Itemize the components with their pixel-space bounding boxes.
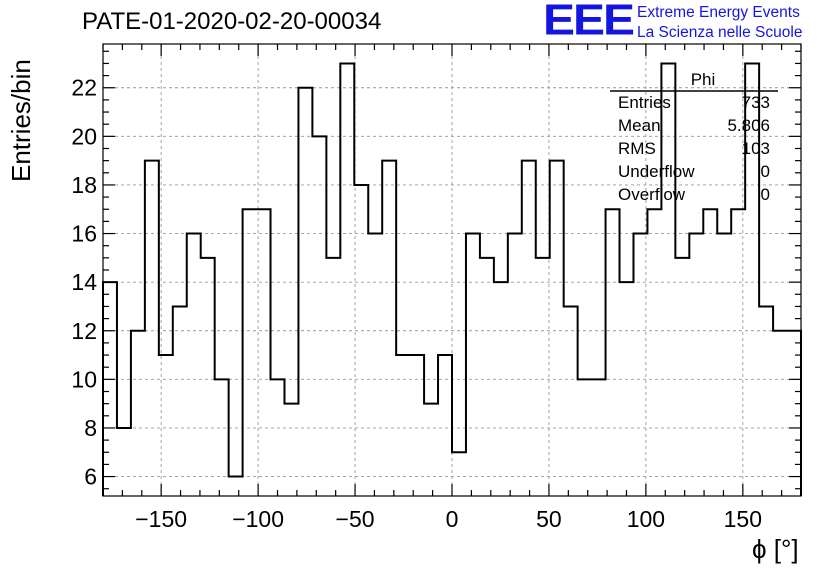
y-tick-label: 10 [71, 366, 97, 392]
stats-label: Overflow [618, 185, 686, 204]
x-axis-label: ϕ [°] [752, 534, 799, 564]
histogram-bar [229, 477, 243, 496]
histogram-bar [759, 306, 773, 496]
histogram-bar [438, 355, 452, 496]
x-tick-label: 50 [536, 506, 562, 532]
histogram-bar [326, 258, 340, 496]
histogram-bar [508, 234, 522, 496]
histogram-bar [271, 379, 285, 496]
histogram-bar [620, 282, 634, 496]
stats-value: 0 [760, 162, 770, 181]
histogram-bar [578, 379, 592, 496]
histogram-bar [550, 161, 564, 496]
histogram-bar [703, 209, 717, 496]
x-tick-label: −50 [336, 506, 375, 532]
y-tick-label: 8 [84, 415, 97, 441]
x-tick-label: 0 [446, 506, 459, 532]
stats-value: 0 [760, 185, 770, 204]
histogram-bar [145, 161, 159, 496]
histogram-outline [102, 62, 802, 496]
histogram-bar [312, 136, 326, 496]
x-tick-label: 100 [627, 506, 665, 532]
histogram-bar [717, 234, 731, 496]
histogram-bar [773, 331, 787, 496]
organization-label: Extreme Energy Events La Scienza nelle S… [637, 3, 802, 43]
histogram-bar [257, 209, 271, 496]
axis-ticks [102, 44, 802, 496]
histogram-bar [536, 258, 550, 496]
y-axis-label: Entries/bin [6, 59, 36, 182]
histogram-bar [606, 209, 620, 496]
histogram-bar [284, 404, 298, 496]
histogram-bar [647, 209, 661, 496]
histogram-bar [215, 379, 229, 496]
stats-value: 103 [741, 139, 770, 158]
histogram-bar [243, 209, 257, 496]
stats-box: Phi Entries 733 Mean 5.806 RMS 103 Under… [612, 70, 776, 208]
stats-label: Entries [618, 93, 671, 112]
histogram-bar [452, 452, 466, 496]
histogram-bar [480, 258, 494, 496]
x-tick-label: 150 [724, 506, 762, 532]
histogram-bar [466, 234, 480, 496]
histogram-bar [131, 331, 145, 496]
histogram-bar [382, 161, 396, 496]
histogram-bar [689, 234, 703, 496]
histogram-bar [494, 282, 508, 496]
histogram-bar [368, 234, 382, 496]
histogram-bar [633, 234, 647, 496]
eee-logo: EEE [543, 0, 635, 45]
histogram-bar [396, 355, 410, 496]
organization-line-2: La Scienza nelle Scuole [637, 24, 803, 41]
x-tick-label: −100 [232, 506, 284, 532]
histogram-bar [410, 355, 424, 496]
y-tick-label: 22 [71, 75, 97, 101]
tick-labels: −150 −100 −50 0 50 100 150 6 8 10 12 14 16 18 20 22 [71, 75, 762, 532]
chart-title: PATE-01-2020-02-20-00034 [82, 8, 382, 35]
histogram-bar [592, 379, 606, 496]
histogram-bar [298, 88, 312, 496]
y-tick-label: 12 [71, 318, 97, 344]
y-tick-label: 14 [71, 269, 97, 295]
stats-label: RMS [618, 139, 656, 158]
histogram-bars [102, 62, 802, 496]
x-tick-label: −150 [135, 506, 187, 532]
histogram-bar [340, 63, 354, 496]
stats-title: Phi [690, 70, 716, 89]
histogram-bar [522, 161, 536, 496]
y-tick-label: 18 [71, 172, 97, 198]
histogram-bar [201, 258, 215, 496]
stats-label: Mean [618, 116, 661, 135]
histogram-bar [354, 185, 368, 496]
stats-value: 5.806 [727, 116, 770, 135]
y-tick-label: 16 [71, 221, 97, 247]
y-tick-label: 6 [84, 464, 97, 490]
histogram-bar [564, 306, 578, 496]
histogram-bar [117, 428, 131, 496]
organization-line-1: Extreme Energy Events [637, 4, 800, 21]
stats-label: Underflow [618, 162, 695, 181]
y-tick-label: 20 [71, 123, 97, 149]
histogram-bar [187, 234, 201, 496]
histogram-bar [424, 404, 438, 496]
histogram-bar [173, 306, 187, 496]
stats-value: 733 [741, 93, 770, 112]
histogram-bar [675, 258, 689, 496]
